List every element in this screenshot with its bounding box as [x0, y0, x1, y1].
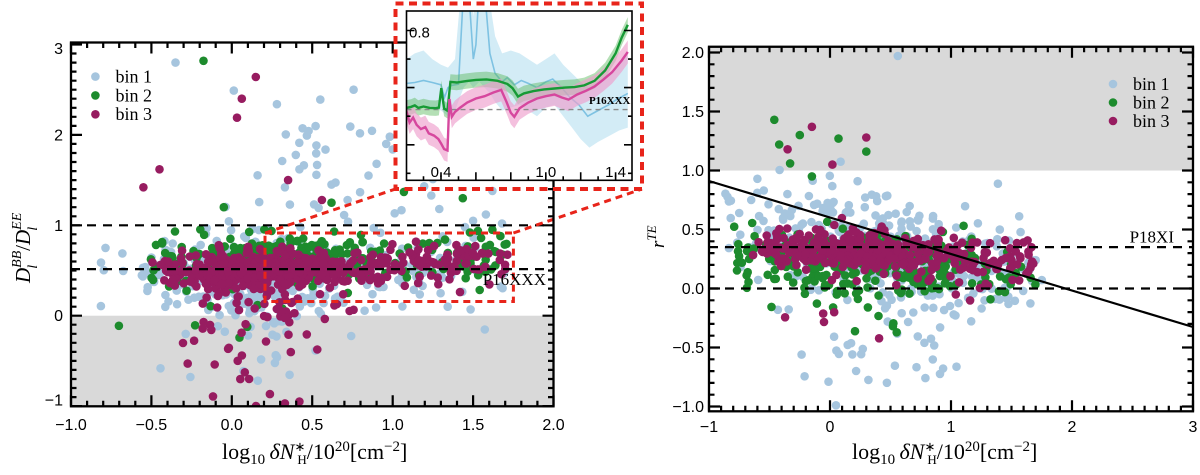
- svg-text:−0.5: −0.5: [672, 340, 704, 357]
- svg-text:bin 2: bin 2: [116, 85, 153, 105]
- svg-text:1: 1: [54, 218, 63, 235]
- svg-text:bin 1: bin 1: [116, 67, 153, 87]
- svg-text:0.5: 0.5: [682, 222, 704, 239]
- svg-text:1.5: 1.5: [462, 417, 484, 434]
- svg-text:P18XI: P18XI: [1130, 228, 1175, 247]
- svg-text:P16XXX: P16XXX: [483, 270, 546, 289]
- svg-text:0.4: 0.4: [431, 164, 452, 181]
- svg-text:−1.0: −1.0: [55, 417, 87, 434]
- svg-text:1: 1: [947, 419, 956, 436]
- svg-text:1.4: 1.4: [605, 164, 626, 181]
- svg-text:−0.5: −0.5: [136, 417, 168, 434]
- svg-text:log10 δN∗H/1020[cm−2]: log10 δN∗ H/1020[cm−2]: [852, 439, 1037, 468]
- svg-text:3: 3: [54, 41, 63, 58]
- svg-text:0: 0: [54, 308, 63, 325]
- svg-text:−1: −1: [45, 393, 63, 410]
- svg-text:bin 2: bin 2: [1133, 93, 1170, 113]
- svg-text:1.0: 1.0: [682, 163, 704, 180]
- svg-text:0.0: 0.0: [682, 281, 704, 298]
- svg-text:−1: −1: [700, 419, 718, 436]
- svg-text:2.0: 2.0: [682, 45, 704, 62]
- svg-text:2: 2: [1068, 419, 1077, 436]
- svg-text:0.5: 0.5: [301, 417, 323, 434]
- svg-text:bin 1: bin 1: [1133, 74, 1170, 94]
- svg-text:P16XXX: P16XXX: [589, 95, 631, 107]
- svg-text:log10 δN∗H/1020[cm−2]: log10 δN∗ H/1020[cm−2]: [222, 439, 407, 468]
- svg-text:DBBl/DEEl: DBBl/DEEl: [10, 212, 41, 284]
- svg-text:0: 0: [826, 419, 835, 436]
- svg-text:1.0: 1.0: [382, 417, 404, 434]
- svg-text:bin 3: bin 3: [1133, 111, 1170, 131]
- svg-text:1.5: 1.5: [682, 104, 704, 121]
- svg-text:1.0: 1.0: [535, 164, 556, 181]
- svg-text:rTE: rTE: [644, 225, 669, 248]
- svg-text:2.0: 2.0: [542, 417, 564, 434]
- svg-text:0.0: 0.0: [221, 417, 243, 434]
- svg-text:bin 3: bin 3: [116, 104, 153, 124]
- svg-text:3: 3: [1189, 419, 1198, 436]
- svg-text:2: 2: [54, 127, 63, 144]
- svg-text:0.8: 0.8: [409, 25, 430, 42]
- svg-text:−1.0: −1.0: [672, 399, 704, 416]
